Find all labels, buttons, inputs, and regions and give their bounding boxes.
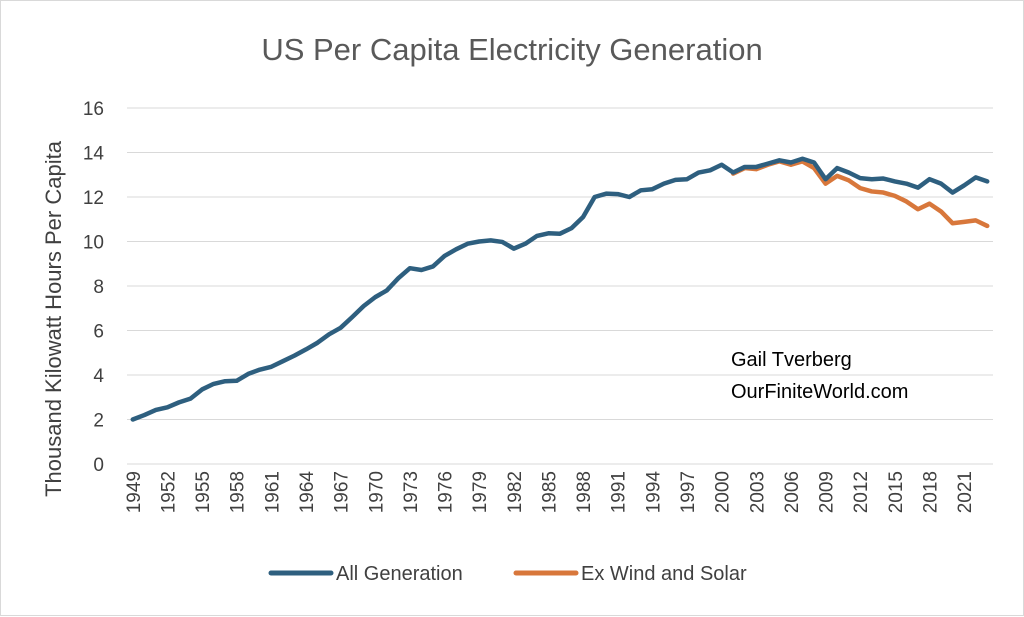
legend: All Generation Ex Wind and Solar (268, 563, 747, 585)
y-tick-label: 6 (93, 322, 104, 343)
x-tick-label: 1988 (574, 471, 595, 513)
series-line-ex-wind-and-solar (730, 159, 990, 229)
x-tick-label: 2012 (851, 471, 872, 513)
x-tick-label: 1949 (124, 471, 145, 513)
y-tick-label: 12 (83, 188, 104, 209)
x-tick-label: 2009 (817, 471, 838, 513)
x-tick-label: 2015 (886, 471, 907, 513)
x-tick-label: 2000 (713, 471, 734, 513)
x-tick-label: 1973 (401, 471, 422, 513)
x-tick-label: 1979 (470, 471, 491, 513)
grid-lines (127, 107, 993, 465)
series-lines (130, 156, 990, 422)
x-tick-label: 1961 (262, 471, 283, 513)
y-tick-label: 14 (83, 144, 105, 165)
y-tick-label: 8 (93, 277, 104, 298)
x-tick-label: 1976 (436, 471, 457, 513)
x-tick-label: 1997 (678, 471, 699, 513)
y-tick-label: 4 (93, 366, 104, 387)
x-tick-label: 1955 (193, 471, 214, 513)
x-tick-label: 1964 (297, 471, 318, 514)
y-tick-label: 16 (83, 99, 104, 120)
y-axis-ticks: 0 2 4 6 8 10 12 14 16 (83, 99, 105, 476)
legend-label-ex-wind-solar: Ex Wind and Solar (581, 563, 747, 585)
x-tick-label: 2021 (955, 471, 976, 513)
x-tick-label: 1970 (366, 471, 387, 513)
y-tick-label: 10 (83, 233, 104, 254)
x-tick-label: 1991 (609, 471, 630, 513)
series-line-all-generation (130, 156, 990, 422)
y-tick-label: 0 (93, 455, 104, 476)
annotation-website: OurFiniteWorld.com (731, 381, 908, 403)
x-tick-label: 1967 (332, 471, 353, 513)
y-axis-title: Thousand Kilowatt Hours Per Capita (41, 140, 66, 497)
legend-label-all-generation: All Generation (336, 563, 463, 585)
x-tick-label: 1982 (505, 471, 526, 513)
x-tick-label: 2003 (747, 471, 768, 513)
x-tick-label: 1952 (158, 471, 179, 513)
y-tick-label: 2 (93, 411, 104, 432)
x-tick-label: 1958 (228, 471, 249, 513)
chart-title: US Per Capita Electricity Generation (261, 32, 762, 67)
x-tick-label: 2006 (782, 471, 803, 513)
x-tick-label: 1985 (539, 471, 560, 513)
x-tick-label: 1994 (643, 471, 664, 514)
annotation-author: Gail Tverberg (731, 349, 852, 371)
x-axis-ticks: 1949 1952 1955 1958 1961 1964 1967 1970 1973 1976… (124, 471, 976, 514)
x-tick-label: 2018 (920, 471, 941, 513)
